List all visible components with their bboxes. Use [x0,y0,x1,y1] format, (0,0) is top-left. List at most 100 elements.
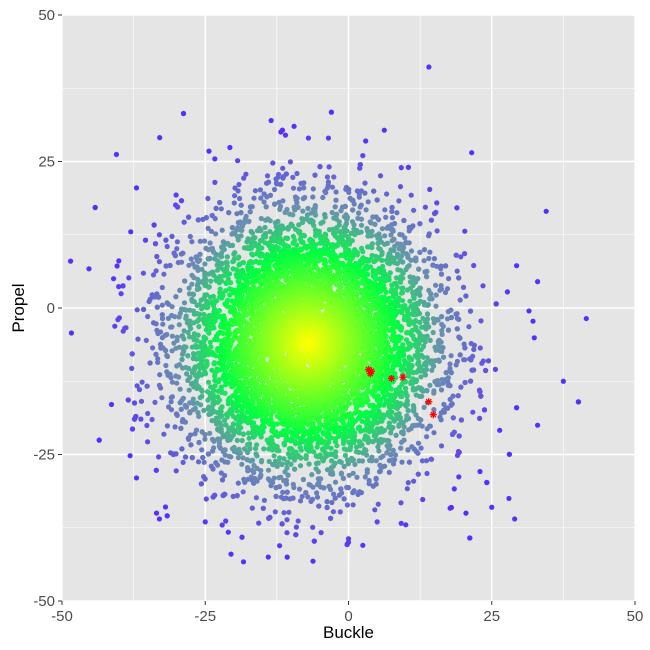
data-point [180,110,187,117]
data-point [278,181,284,187]
data-point [258,228,264,234]
data-point [281,456,287,462]
data-point [154,253,160,260]
data-point [332,495,338,501]
data-point [272,201,278,207]
data-point [333,449,339,455]
data-point [477,415,483,421]
data-point [280,198,286,204]
data-point [329,458,335,464]
data-point [195,332,201,338]
data-point [362,190,368,196]
data-point [383,214,389,220]
data-point [197,257,203,263]
data-point [293,532,299,538]
data-point [456,433,462,439]
data-point [467,535,473,541]
data-point [273,176,279,182]
data-point [480,283,486,289]
data-point [455,393,461,399]
data-point [320,194,326,201]
data-point [331,174,337,180]
data-point [417,221,423,227]
data-point [377,462,383,468]
data-point [350,207,356,213]
data-point [205,379,212,385]
data-point [478,393,484,399]
data-point [230,258,237,264]
data-point [227,330,233,336]
data-point [408,279,414,285]
data-point [162,504,169,510]
data-point [284,235,291,241]
data-point [235,480,241,486]
data-point [492,366,498,372]
data-point [324,174,330,180]
data-point [198,481,204,487]
data-point [357,204,363,210]
data-point [86,266,92,272]
data-point [287,159,293,165]
data-point [159,284,165,291]
data-point [306,481,312,488]
data-point [337,229,343,235]
data-point [178,406,184,412]
data-point [448,353,454,359]
data-point [379,226,385,232]
data-point [179,356,185,363]
data-point [219,227,225,233]
data-point [342,452,348,459]
data-point [418,374,424,380]
data-point [280,175,286,181]
data-point [372,221,378,227]
data-point [96,437,102,443]
data-point [181,348,187,355]
data-point [458,384,464,390]
data-point [236,446,242,452]
data-point [410,403,416,409]
data-point [205,304,211,310]
data-point [152,399,158,405]
data-point [410,385,416,391]
data-point [294,200,300,206]
data-point [252,188,258,194]
data-point [218,470,224,476]
data-point [186,387,192,393]
data-point [145,439,151,445]
data-point [293,524,299,530]
data-point [390,228,396,234]
data-point [332,204,338,210]
data-point [235,237,241,243]
data-point [373,481,379,487]
data-point [404,413,410,419]
data-point [389,215,396,221]
data-point [384,225,390,231]
data-point [404,337,410,343]
data-point [406,427,412,433]
data-point [360,153,366,159]
data-point [329,499,335,506]
data-point [156,294,162,300]
data-point [418,445,424,451]
data-point [263,204,269,210]
data-point [149,416,155,423]
data-point [318,530,324,536]
data-point [403,385,409,391]
data-point [151,222,157,228]
data-point [312,233,319,239]
data-point [239,227,245,233]
data-point [445,309,451,315]
data-point [164,353,171,360]
data-point [396,246,402,252]
data-point [345,536,352,542]
data-point [180,250,186,256]
data-point [120,283,126,289]
data-point [359,290,365,296]
data-point [259,457,265,464]
data-point [157,135,163,141]
data-point [340,475,346,481]
data-point [253,495,259,501]
data-point [243,171,249,177]
data-point [249,230,256,236]
data-point [186,366,192,372]
